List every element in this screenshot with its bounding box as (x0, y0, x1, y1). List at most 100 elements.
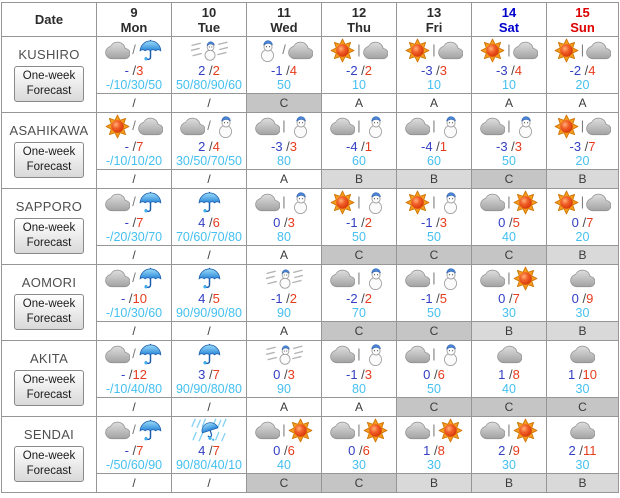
icon-separator: | (580, 118, 585, 133)
temp-max: 3 (136, 63, 144, 78)
temp-min: - (120, 291, 126, 306)
forecast-cell: / - /10 -/10/30/60 (96, 264, 172, 322)
weather-icons (247, 341, 321, 367)
reliability-label: A (279, 248, 288, 262)
cloud-icon (405, 418, 430, 443)
icon-separator: | (432, 118, 436, 133)
temp-max: 1 (364, 139, 373, 154)
icon-separator: | (507, 422, 511, 437)
forecast-cell: /2 /4 30/50/70/50 (171, 112, 247, 170)
temperature-range: -1 /2 (322, 216, 396, 230)
sun-icon (405, 38, 430, 63)
temp-max: 5 (512, 215, 520, 230)
reliability-label: A (279, 172, 288, 186)
forecast-cell: 2 /11 30 (546, 416, 619, 474)
day-number: 15 (575, 4, 590, 20)
weather-icons: | (247, 189, 321, 215)
day-header-sat: 14 Sat (471, 2, 547, 37)
temp-min: 0 (571, 291, 579, 306)
temperature-range: 4 /6 (172, 216, 246, 230)
day-name: Fri (425, 19, 443, 35)
one-week-forecast-button[interactable]: One-week Forecast (13, 142, 85, 178)
temp-separator: / (280, 215, 288, 230)
one-week-forecast-button[interactable]: One-week Forecast (13, 446, 85, 482)
weather-icons: / (97, 265, 171, 291)
snowman-icon (438, 190, 463, 215)
sun-icon (330, 190, 355, 215)
sun-icon (554, 38, 579, 63)
reliability-cell: C (546, 397, 619, 417)
temp-min: -1 (345, 367, 358, 382)
weather-icons: / (97, 189, 171, 215)
button-label-line: Forecast (26, 161, 72, 173)
city-cell: ASAHIKAWA One-week Forecast (1, 112, 97, 189)
precip-probability: -/10/40/80 (105, 382, 163, 396)
temp-separator: / (505, 367, 513, 382)
cloud-icon (405, 342, 430, 367)
temp-min: - (120, 367, 126, 382)
temp-min: 0 (273, 215, 281, 230)
one-week-forecast-button[interactable]: One-week Forecast (13, 218, 85, 254)
temp-separator: / (432, 139, 440, 154)
reliability-label: C (354, 476, 364, 490)
temperature-range: 0 /3 (247, 368, 321, 382)
icon-separator: / (132, 270, 136, 285)
reliability-cell: C (471, 397, 547, 417)
temp-min: -4 (420, 139, 433, 154)
temperature-range: 0 /3 (247, 216, 321, 230)
temp-separator: / (430, 443, 438, 458)
temp-min: 0 (423, 367, 431, 382)
snowman-icon (288, 190, 313, 215)
weather-icons (172, 265, 246, 291)
reliability-label: / (132, 248, 136, 262)
weather-icons: | (322, 417, 396, 443)
forecast-cell: / - /12 -/10/40/80 (96, 340, 172, 398)
forecast-cell: / - /7 -/50/60/90 (96, 416, 172, 474)
weather-icons: | (397, 37, 471, 63)
reliability-cell: / (96, 169, 172, 189)
reliability-label: / (132, 400, 136, 414)
temperature-range: - /7 (97, 140, 171, 154)
temp-separator: / (432, 63, 440, 78)
temp-min: -3 (569, 139, 582, 154)
precip-probability: 30/50/70/50 (175, 154, 243, 168)
sun-icon (554, 190, 579, 215)
precip-probability: 50/80/90/60 (175, 78, 243, 92)
reliability-label: C (429, 324, 439, 338)
temp-separator: / (581, 63, 589, 78)
temp-max: 2 (364, 215, 373, 230)
one-week-forecast-button[interactable]: One-week Forecast (13, 370, 85, 406)
temperature-range: 0 /6 (247, 444, 321, 458)
icon-separator: | (432, 346, 436, 361)
temp-separator: / (128, 63, 137, 78)
temp-max: 7 (136, 443, 144, 458)
icon-separator: | (282, 422, 286, 437)
temp-separator: / (280, 367, 288, 382)
city-cell: AOMORI One-week Forecast (1, 264, 97, 341)
snowstorm-icon (191, 38, 228, 63)
one-week-forecast-button[interactable]: One-week Forecast (13, 294, 85, 330)
temperature-range: -4 /1 (397, 140, 471, 154)
temp-max: 1 (439, 139, 448, 154)
one-week-forecast-button[interactable]: One-week Forecast (13, 66, 85, 102)
reliability-row: / / C C B B B (2, 473, 619, 493)
cloud-icon (586, 38, 611, 63)
temp-separator: / (581, 139, 589, 154)
temperature-range: -3 /3 (472, 140, 546, 154)
temp-min: 3 (198, 367, 206, 382)
temp-min: -2 (345, 291, 358, 306)
reliability-cell: B (471, 321, 547, 341)
precip-probability: 80 (352, 382, 366, 396)
sun-icon (513, 190, 538, 215)
reliability-row: / / A C C C B (2, 245, 619, 265)
reliability-label: C (504, 172, 514, 186)
temp-max: 3 (439, 215, 448, 230)
snowman-icon (363, 190, 388, 215)
city-name: AKITA (29, 351, 69, 367)
reliability-cell: C (321, 473, 397, 493)
precip-probability: 30 (502, 306, 516, 320)
temp-max: 5 (212, 291, 220, 306)
temp-max: 10 (132, 291, 148, 306)
button-label-line: Forecast (26, 313, 72, 325)
precip-probability: 20 (575, 154, 590, 168)
